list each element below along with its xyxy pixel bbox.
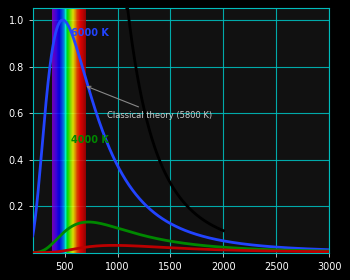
Text: 6000 K: 6000 K <box>71 28 109 38</box>
Text: Classical theory (5800 K): Classical theory (5800 K) <box>88 86 212 120</box>
Text: 4000 K: 4000 K <box>71 135 109 145</box>
